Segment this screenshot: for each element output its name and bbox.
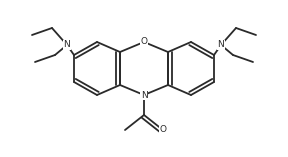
Text: O: O <box>160 125 166 135</box>
Text: N: N <box>141 90 147 100</box>
Text: N: N <box>218 41 224 49</box>
Text: O: O <box>141 38 147 46</box>
Text: N: N <box>64 41 70 49</box>
